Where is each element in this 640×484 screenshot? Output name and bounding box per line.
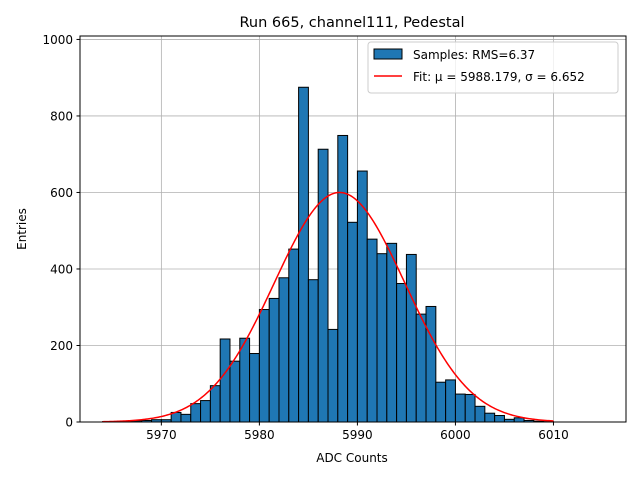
histogram-bar	[348, 222, 358, 422]
histogram-bar	[406, 254, 416, 422]
y-axis-label: Entries	[15, 208, 29, 250]
histogram-bar	[240, 338, 250, 422]
y-tick-label: 1000	[42, 33, 73, 47]
histogram-bar	[377, 254, 387, 422]
histogram-bar	[318, 149, 328, 422]
histogram-bar	[201, 401, 211, 422]
y-tick-label: 400	[50, 262, 73, 276]
histogram-bar	[210, 386, 220, 422]
histogram-bar	[230, 361, 240, 422]
histogram-bar	[465, 394, 475, 422]
histogram-bar	[338, 135, 348, 422]
x-tick-label: 5970	[146, 428, 177, 442]
histogram-bar	[397, 284, 407, 422]
histogram-bar	[250, 354, 260, 422]
histogram-bar	[475, 406, 485, 422]
legend: Samples: RMS=6.37 Fit: μ = 5988.179, σ =…	[368, 42, 618, 93]
histogram-bar	[220, 339, 230, 422]
y-tick-label: 200	[50, 339, 73, 353]
legend-swatch-samples	[374, 49, 402, 59]
y-tick-label: 0	[65, 416, 73, 430]
histogram-bar	[259, 310, 269, 422]
histogram-bar	[308, 280, 318, 422]
histogram-bar	[279, 278, 289, 422]
histogram-bar	[191, 404, 201, 422]
y-tick-label: 600	[50, 186, 73, 200]
histogram-bar	[446, 380, 456, 422]
histogram-bar	[495, 415, 505, 422]
legend-label-fit: Fit: μ = 5988.179, σ = 6.652	[413, 70, 585, 84]
y-tick-label: 800	[50, 109, 73, 123]
x-tick-label: 5980	[244, 428, 275, 442]
x-tick-label: 6010	[538, 428, 569, 442]
histogram-bar	[269, 298, 279, 422]
chart-title: Run 665, channel111, Pedestal	[239, 15, 464, 31]
histogram-bar	[426, 306, 436, 422]
histogram-bar	[387, 243, 397, 422]
histogram-bar	[436, 382, 446, 422]
x-axis-label: ADC Counts	[316, 451, 388, 465]
histogram-bar	[455, 394, 465, 422]
histogram-bar	[181, 414, 191, 422]
histogram-bar	[299, 87, 309, 422]
histogram-bar	[328, 329, 338, 422]
histogram-bar	[289, 249, 299, 422]
histogram-bar	[416, 314, 426, 422]
legend-label-samples: Samples: RMS=6.37	[413, 48, 535, 62]
histogram-bar	[485, 413, 495, 422]
x-tick-label: 6000	[440, 428, 471, 442]
histogram-bar	[514, 418, 524, 422]
histogram-bar	[357, 171, 367, 422]
histogram-bar	[367, 239, 377, 422]
x-tick-label: 5990	[342, 428, 373, 442]
